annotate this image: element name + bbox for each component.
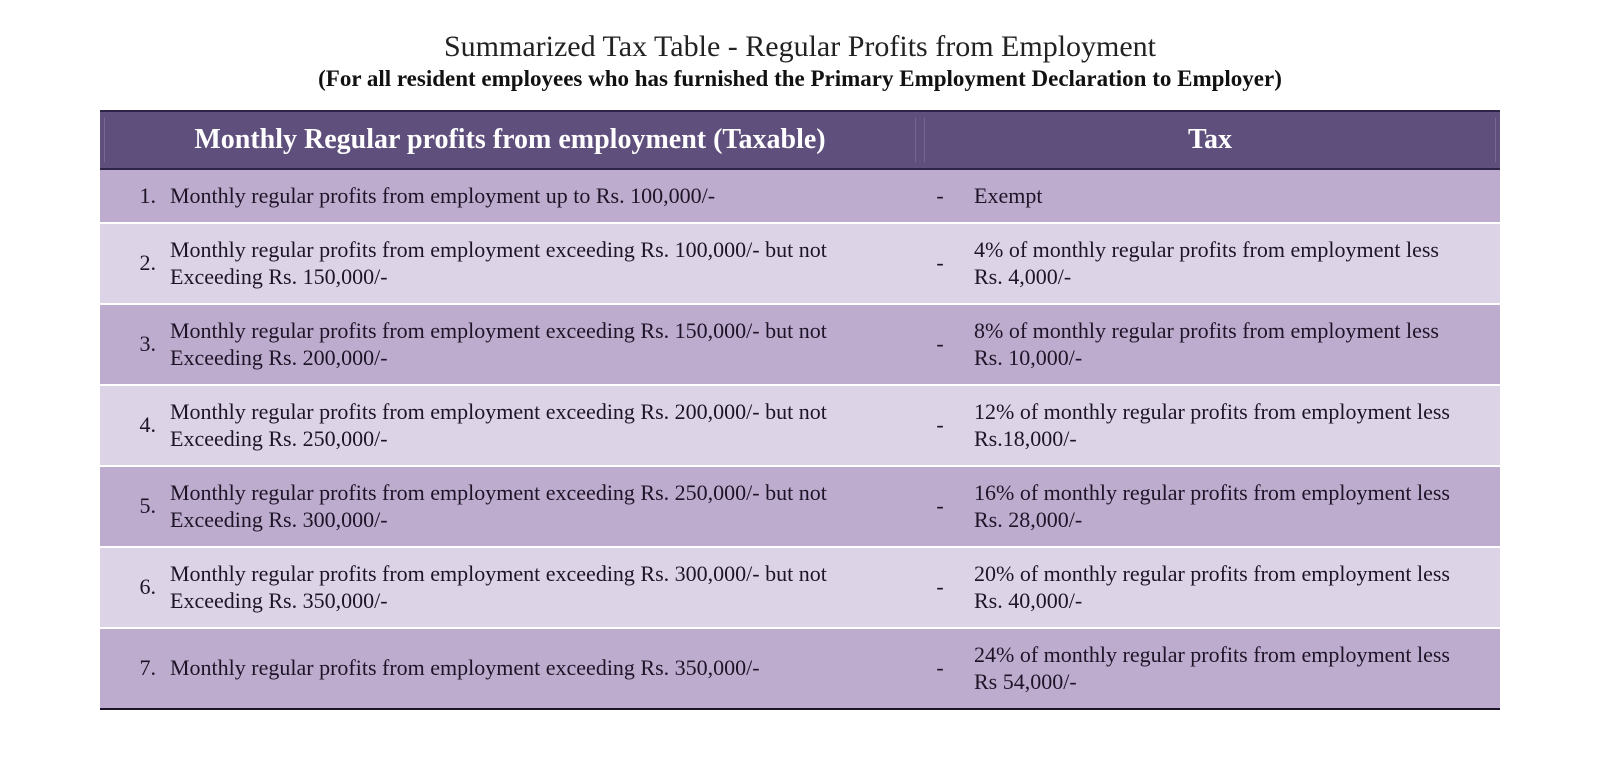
row-tax: Exempt <box>960 169 1500 223</box>
row-description: Monthly regular profits from employment … <box>160 547 920 628</box>
tax-table: Monthly Regular profits from employment … <box>100 110 1500 710</box>
row-number: 1. <box>100 169 160 223</box>
row-description: Monthly regular profits from employment … <box>160 466 920 547</box>
table-row: 5.Monthly regular profits from employmen… <box>100 466 1500 547</box>
page-subtitle: (For all resident employees who has furn… <box>100 66 1500 92</box>
row-description: Monthly regular profits from employment … <box>160 628 920 709</box>
table-body: 1.Monthly regular profits from employmen… <box>100 169 1500 709</box>
row-number: 7. <box>100 628 160 709</box>
table-row: 6.Monthly regular profits from employmen… <box>100 547 1500 628</box>
col-header-tax: Tax <box>920 111 1500 169</box>
row-tax: 16% of monthly regular profits from empl… <box>960 466 1500 547</box>
row-dash: - <box>920 628 960 709</box>
row-tax: 24% of monthly regular profits from empl… <box>960 628 1500 709</box>
row-dash: - <box>920 304 960 385</box>
row-dash: - <box>920 466 960 547</box>
row-dash: - <box>920 385 960 466</box>
title-block: Summarized Tax Table - Regular Profits f… <box>100 30 1500 92</box>
row-number: 3. <box>100 304 160 385</box>
row-number: 4. <box>100 385 160 466</box>
row-number: 5. <box>100 466 160 547</box>
row-dash: - <box>920 169 960 223</box>
row-description: Monthly regular profits from employment … <box>160 385 920 466</box>
row-description: Monthly regular profits from employment … <box>160 304 920 385</box>
row-number: 2. <box>100 223 160 304</box>
row-description: Monthly regular profits from employment … <box>160 169 920 223</box>
row-number: 6. <box>100 547 160 628</box>
table-header-row: Monthly Regular profits from employment … <box>100 111 1500 169</box>
table-row: 1.Monthly regular profits from employmen… <box>100 169 1500 223</box>
row-tax: 12% of monthly regular profits from empl… <box>960 385 1500 466</box>
table-row: 4.Monthly regular profits from employmen… <box>100 385 1500 466</box>
row-description: Monthly regular profits from employment … <box>160 223 920 304</box>
row-tax: 8% of monthly regular profits from emplo… <box>960 304 1500 385</box>
col-header-profits: Monthly Regular profits from employment … <box>100 111 920 169</box>
table-row: 2.Monthly regular profits from employmen… <box>100 223 1500 304</box>
row-tax: 20% of monthly regular profits from empl… <box>960 547 1500 628</box>
row-tax: 4% of monthly regular profits from emplo… <box>960 223 1500 304</box>
table-row: 7.Monthly regular profits from employmen… <box>100 628 1500 709</box>
row-dash: - <box>920 223 960 304</box>
table-row: 3.Monthly regular profits from employmen… <box>100 304 1500 385</box>
row-dash: - <box>920 547 960 628</box>
page-title: Summarized Tax Table - Regular Profits f… <box>100 30 1500 64</box>
